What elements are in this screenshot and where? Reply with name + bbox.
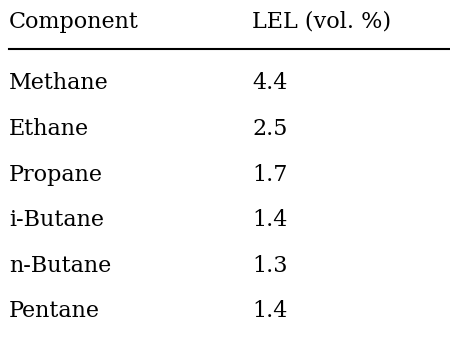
Text: 2.5: 2.5 xyxy=(252,118,288,140)
Text: Component: Component xyxy=(9,11,139,33)
Text: Pentane: Pentane xyxy=(9,300,100,323)
Text: i-Butane: i-Butane xyxy=(9,209,104,231)
Text: n-Butane: n-Butane xyxy=(9,255,111,277)
Text: 1.3: 1.3 xyxy=(252,255,288,277)
Text: 4.4: 4.4 xyxy=(252,72,288,94)
Text: 1.4: 1.4 xyxy=(252,300,288,323)
Text: LEL (vol. %): LEL (vol. %) xyxy=(252,11,391,33)
Text: 1.4: 1.4 xyxy=(252,209,288,231)
Text: Methane: Methane xyxy=(9,72,109,94)
Text: Ethane: Ethane xyxy=(9,118,89,140)
Text: Propane: Propane xyxy=(9,164,103,186)
Text: 1.7: 1.7 xyxy=(252,164,288,186)
